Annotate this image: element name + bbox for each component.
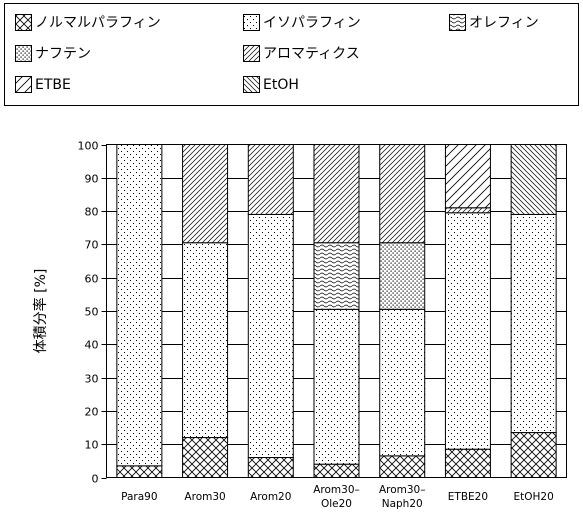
bar-segment <box>444 448 491 479</box>
y-axis-ticks: 0 10 20 30 40 50 60 70 80 90 100 <box>78 140 107 486</box>
legend-swatch <box>243 45 260 62</box>
bar-segment <box>182 437 229 479</box>
bar-segment <box>444 144 491 209</box>
legend-label: EtOH <box>263 77 299 93</box>
bar-segment <box>313 242 360 310</box>
bars <box>116 144 557 479</box>
x-category-label: Ole20 <box>321 498 352 510</box>
x-category-label: Arom30– <box>379 484 426 496</box>
y-tick-label: 90 <box>85 173 99 186</box>
legend-swatch <box>15 76 32 93</box>
legend-label: アロマティクス <box>263 46 360 62</box>
y-tick-label: 50 <box>85 306 99 319</box>
x-category-label: Para90 <box>121 491 157 503</box>
bar-segment <box>379 144 426 244</box>
bar-segment <box>313 308 360 465</box>
bar-segment <box>379 242 426 310</box>
legend-swatch <box>243 14 260 31</box>
bar-segment <box>444 207 491 214</box>
legend-swatch <box>449 14 466 31</box>
y-tick-label: 70 <box>85 239 99 252</box>
bar-segment <box>182 144 229 244</box>
bar-segment <box>379 308 426 457</box>
legend-label: ノルマルパラフィン <box>35 15 161 31</box>
y-tick-label: 40 <box>85 339 99 352</box>
legend-frame <box>4 3 579 106</box>
y-tick-label: 80 <box>85 206 99 219</box>
bar-segment <box>313 144 360 244</box>
y-tick-label: 10 <box>85 439 99 452</box>
bar-segment <box>247 213 294 459</box>
bar-segment <box>510 432 557 479</box>
y-tick-label: 60 <box>85 273 99 286</box>
bar-segment <box>444 212 491 450</box>
x-category-label: ETBE20 <box>448 491 488 503</box>
x-category-label: Arom30 <box>184 491 225 503</box>
legend-label: ETBE <box>35 77 71 93</box>
y-tick-label: 100 <box>78 140 99 153</box>
legend-label: オレフィン <box>469 15 539 31</box>
bar-segment <box>116 465 163 479</box>
x-axis-categories: Para90 Arom30 Arom20 Arom30– Ole20 Arom30– Nap… <box>121 484 554 510</box>
legend-swatch <box>243 76 260 93</box>
bar-segment <box>379 455 426 479</box>
bar-segment <box>182 242 229 439</box>
x-category-label: Naph20 <box>382 498 423 510</box>
legend-swatch <box>15 14 32 31</box>
y-tick-label: 20 <box>85 406 99 419</box>
bar-segment <box>510 213 557 434</box>
bar-segment <box>116 144 163 467</box>
x-category-label: Arom30– <box>313 484 360 496</box>
legend-label: イソパラフィン <box>263 15 361 31</box>
x-category-label: EtOH20 <box>514 491 554 503</box>
bar-segment <box>247 457 294 478</box>
bar-segment <box>510 144 557 215</box>
legend-swatch <box>15 45 32 62</box>
y-tick-label: 0 <box>92 473 99 486</box>
y-axis-label: 体積分率 [%] <box>32 269 49 354</box>
legend-label: ナフテン <box>35 46 91 62</box>
y-tick-label: 30 <box>85 373 99 386</box>
x-category-label: Arom20 <box>250 491 291 503</box>
bar-segment <box>247 144 294 215</box>
bar-segment <box>313 463 360 478</box>
